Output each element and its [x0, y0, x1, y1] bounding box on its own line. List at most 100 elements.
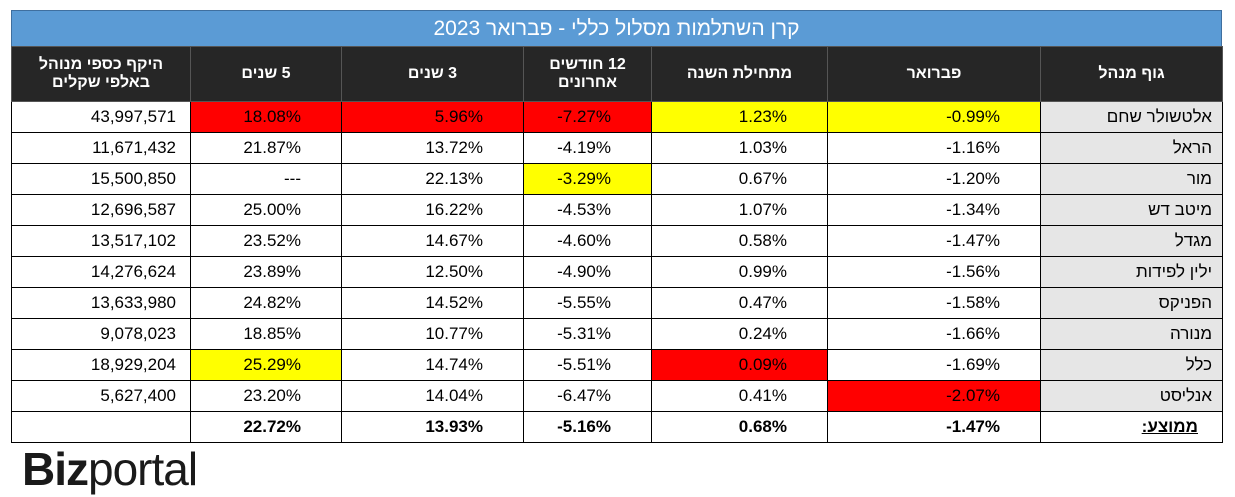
average-3-years: 13.93%: [341, 411, 524, 443]
average-aum: [11, 411, 191, 443]
manager-name: מור: [1040, 163, 1223, 195]
average-row: ממוצע: -1.47% 0.68% -5.16% 13.93% 22.72%: [11, 411, 1223, 443]
table-row: כלל -1.69% 0.09% -5.51% 14.74% 25.29% 18…: [11, 349, 1223, 381]
average-label: ממוצע:: [1040, 411, 1223, 443]
3-year-return: 22.13%: [341, 163, 524, 195]
3-year-return: 14.52%: [341, 287, 524, 319]
bizportal-logo: Biz portal: [22, 442, 198, 495]
manager-name: מגדל: [1040, 225, 1223, 257]
average-5-years: 22.72%: [190, 411, 342, 443]
12-month-return: -6.47%: [523, 380, 652, 412]
ytd-return: 0.67%: [651, 163, 828, 195]
5-year-return: 25.29%: [190, 349, 342, 381]
3-year-return: 14.74%: [341, 349, 524, 381]
assets-under-management: 15,500,850: [11, 163, 191, 195]
col-header-february: פברואר: [827, 46, 1041, 102]
3-year-return: 14.67%: [341, 225, 524, 257]
february-return: -1.47%: [827, 225, 1041, 257]
manager-name: הפניקס: [1040, 287, 1223, 319]
manager-name: אלטשולר שחם: [1040, 101, 1223, 133]
assets-under-management: 5,627,400: [11, 380, 191, 412]
3-year-return: 13.72%: [341, 132, 524, 164]
assets-under-management: 12,696,587: [11, 194, 191, 226]
assets-under-management: 18,929,204: [11, 349, 191, 381]
assets-under-management: 14,276,624: [11, 256, 191, 288]
col-header-manager: גוף מנהל: [1040, 46, 1223, 102]
12-month-return: -5.31%: [523, 318, 652, 350]
assets-under-management: 43,997,571: [11, 101, 191, 133]
logo-part-portal: portal: [88, 443, 198, 495]
3-year-return: 14.04%: [341, 380, 524, 412]
12-month-return: -4.60%: [523, 225, 652, 257]
manager-name: מנורה: [1040, 318, 1223, 350]
5-year-return: 23.89%: [190, 256, 342, 288]
col-header-ytd: מתחילת השנה: [651, 46, 828, 102]
table-row: הראל -1.16% 1.03% -4.19% 13.72% 21.87% 1…: [11, 132, 1223, 164]
february-return: -1.34%: [827, 194, 1041, 226]
12-month-return: -4.19%: [523, 132, 652, 164]
col-header-3-years: 3 שנים: [341, 46, 524, 102]
average-ytd: 0.68%: [651, 411, 828, 443]
returns-table: גוף מנהל פברואר מתחילת השנה 12 חודשים אחר…: [11, 46, 1223, 443]
header-row: גוף מנהל פברואר מתחילת השנה 12 חודשים אחר…: [11, 46, 1223, 102]
february-return: -1.56%: [827, 256, 1041, 288]
assets-under-management: 13,517,102: [11, 225, 191, 257]
table-row: אלטשולר שחם -0.99% 1.23% -7.27% 5.96% 18…: [11, 101, 1223, 133]
ytd-return: 0.58%: [651, 225, 828, 257]
table-title: קרן השתלמות מסלול כללי - פברואר 2023: [11, 10, 1222, 46]
average-12-months: -5.16%: [523, 411, 652, 443]
average-february: -1.47%: [827, 411, 1041, 443]
manager-name: אנליסט: [1040, 380, 1223, 412]
col-header-aum-line2: באלפי שקלים: [52, 74, 150, 91]
12-month-return: -3.29%: [523, 163, 652, 195]
february-return: -1.58%: [827, 287, 1041, 319]
5-year-return: 18.08%: [190, 101, 342, 133]
3-year-return: 10.77%: [341, 318, 524, 350]
col-header-5-years: 5 שנים: [190, 46, 342, 102]
ytd-return: 0.41%: [651, 380, 828, 412]
february-return: -1.16%: [827, 132, 1041, 164]
table-row: מגדל -1.47% 0.58% -4.60% 14.67% 23.52% 1…: [11, 225, 1223, 257]
12-month-return: -4.53%: [523, 194, 652, 226]
table-row: מור -1.20% 0.67% -3.29% 22.13% --- 15,50…: [11, 163, 1223, 195]
col-header-aum-line1: היקף כספי מנוהל: [38, 56, 164, 73]
assets-under-management: 11,671,432: [11, 132, 191, 164]
12-month-return: -5.51%: [523, 349, 652, 381]
returns-table-panel: קרן השתלמות מסלול כללי - פברואר 2023 גוף…: [11, 10, 1223, 443]
table-row: הפניקס -1.58% 0.47% -5.55% 14.52% 24.82%…: [11, 287, 1223, 319]
ytd-return: 0.47%: [651, 287, 828, 319]
col-header-12-months: 12 חודשים אחרונים: [523, 46, 652, 102]
ytd-return: 1.03%: [651, 132, 828, 164]
assets-under-management: 9,078,023: [11, 318, 191, 350]
ytd-return: 1.23%: [651, 101, 828, 133]
ytd-return: 0.99%: [651, 256, 828, 288]
col-header-12-months-line1: 12 חודשים: [549, 56, 626, 73]
table-row: מנורה -1.66% 0.24% -5.31% 10.77% 18.85% …: [11, 318, 1223, 350]
february-return: -1.66%: [827, 318, 1041, 350]
table-row: ילין לפידות -1.56% 0.99% -4.90% 12.50% 2…: [11, 256, 1223, 288]
3-year-return: 5.96%: [341, 101, 524, 133]
manager-name: ילין לפידות: [1040, 256, 1223, 288]
5-year-return: 23.20%: [190, 380, 342, 412]
12-month-return: -7.27%: [523, 101, 652, 133]
manager-name: הראל: [1040, 132, 1223, 164]
assets-under-management: 13,633,980: [11, 287, 191, 319]
ytd-return: 0.24%: [651, 318, 828, 350]
february-return: -1.20%: [827, 163, 1041, 195]
5-year-return: 18.85%: [190, 318, 342, 350]
february-return: -2.07%: [827, 380, 1041, 412]
table-row: מיטב דש -1.34% 1.07% -4.53% 16.22% 25.00…: [11, 194, 1223, 226]
5-year-return: 23.52%: [190, 225, 342, 257]
february-return: -0.99%: [827, 101, 1041, 133]
5-year-return: 25.00%: [190, 194, 342, 226]
5-year-return: 24.82%: [190, 287, 342, 319]
12-month-return: -5.55%: [523, 287, 652, 319]
table-row: אנליסט -2.07% 0.41% -6.47% 14.04% 23.20%…: [11, 380, 1223, 412]
3-year-return: 12.50%: [341, 256, 524, 288]
logo-part-biz: Biz: [22, 443, 89, 495]
5-year-return: ---: [190, 163, 342, 195]
february-return: -1.69%: [827, 349, 1041, 381]
ytd-return: 0.09%: [651, 349, 828, 381]
manager-name: מיטב דש: [1040, 194, 1223, 226]
12-month-return: -4.90%: [523, 256, 652, 288]
